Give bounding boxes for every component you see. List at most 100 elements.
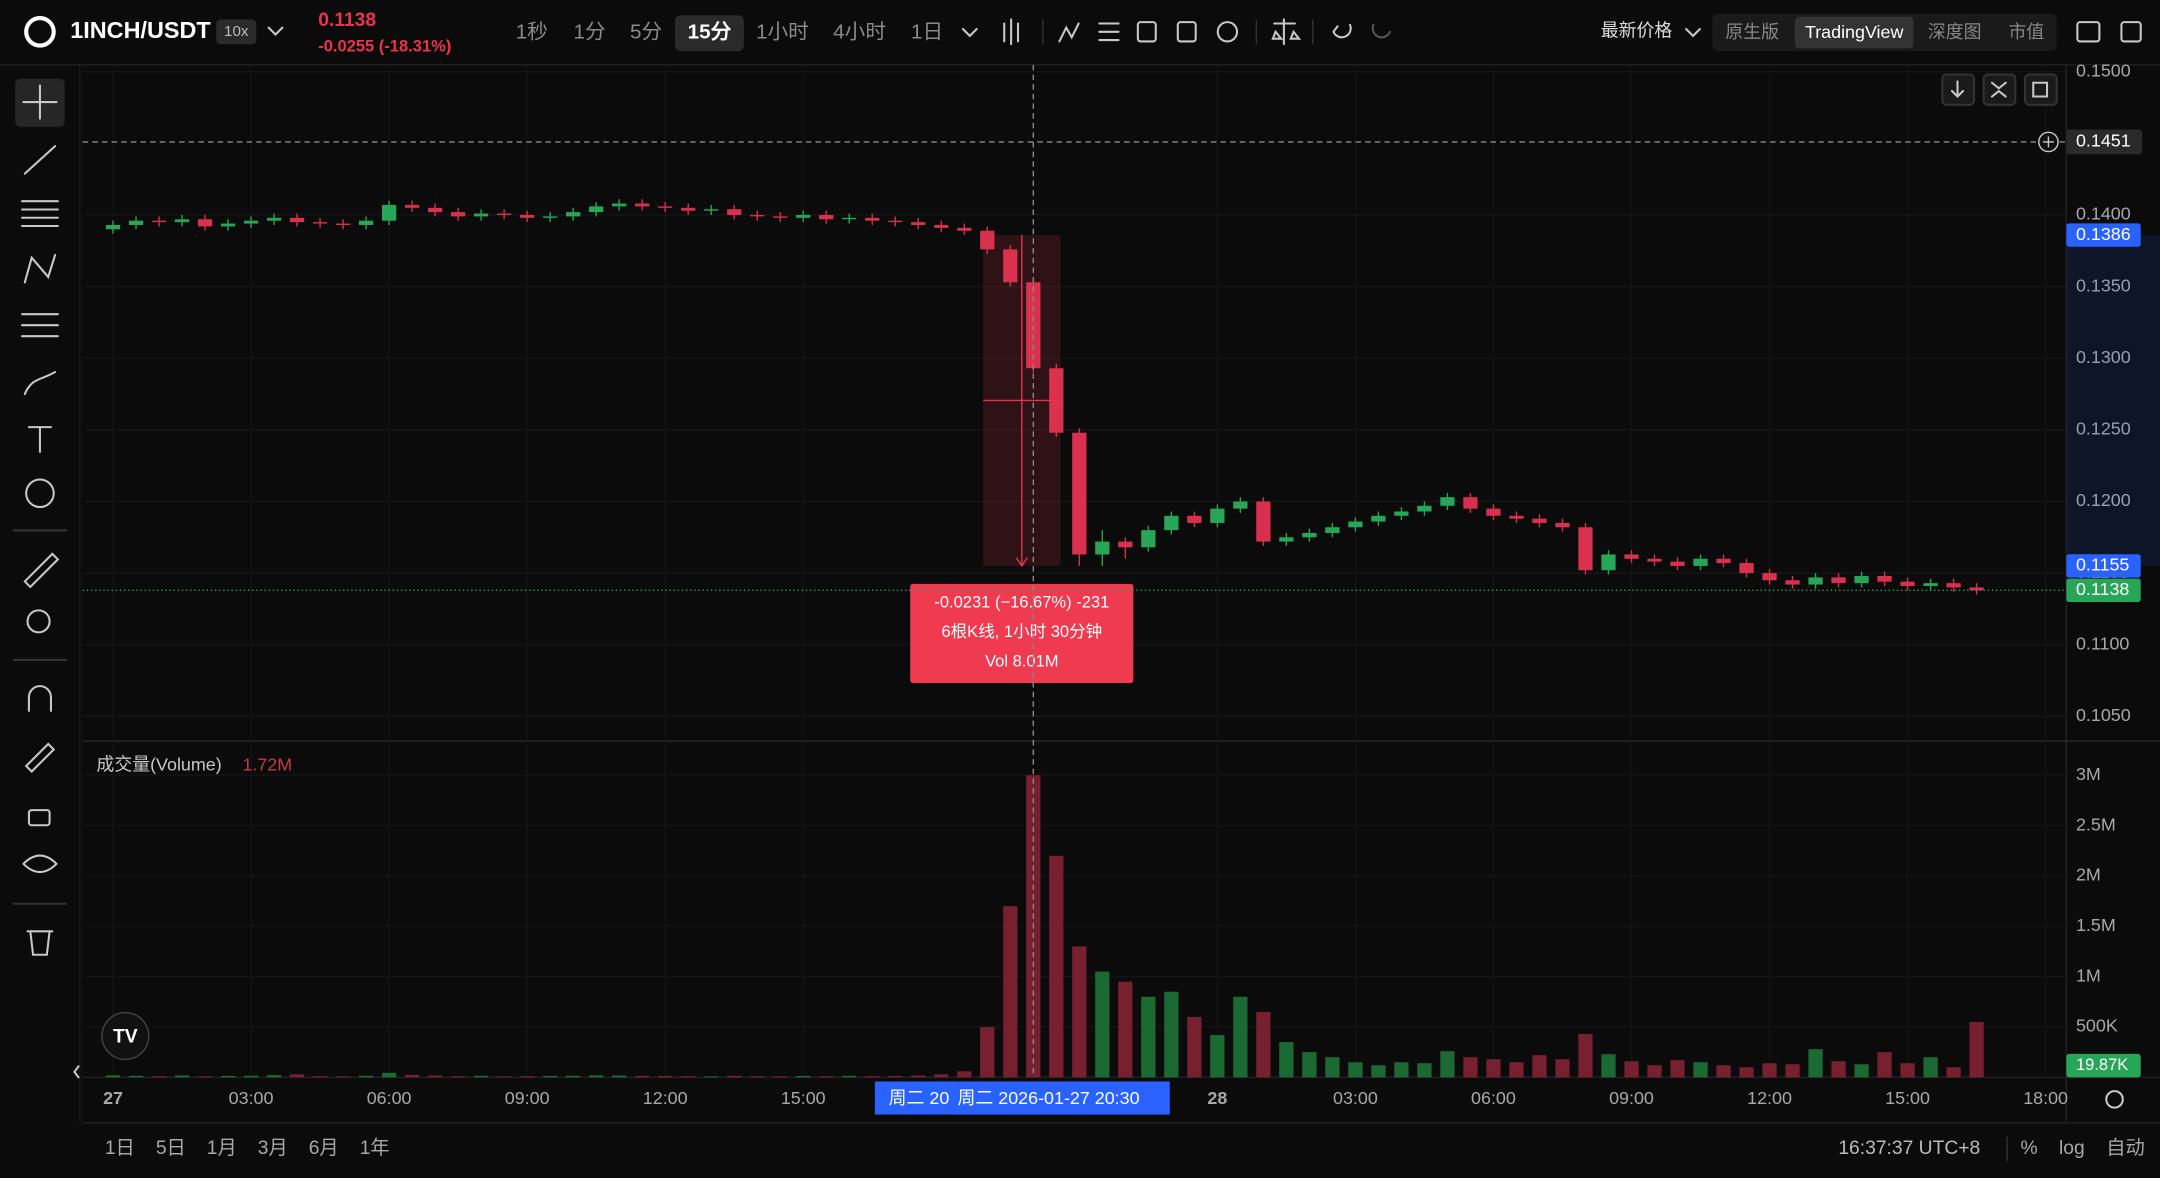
volume-bar [289,1074,305,1078]
crosshair-price: 0.1451 [2076,131,2131,151]
window-icon[interactable] [2076,21,2101,43]
candle-body [957,227,972,231]
emoji-tool[interactable] [25,478,55,509]
magnet-tool[interactable] [27,685,53,712]
interval[interactable]: 5分 [630,21,662,44]
lock-draw-tool[interactable] [24,742,56,773]
undo-icon[interactable] [1332,23,1352,39]
crosshair-tool[interactable] [22,84,58,120]
symbol-dropdown[interactable] [267,26,284,36]
candle-body [105,224,121,230]
interval[interactable]: 1分 [574,21,606,44]
symbol[interactable]: 1INCH/USDT [70,17,211,43]
y-tick-label: 0.1100 [2076,633,2129,653]
volume-bar [1785,1064,1800,1078]
candle-body [1854,575,1869,584]
volume-bar [1302,1052,1317,1078]
candle-body [1670,561,1685,566]
volume-bar [635,1075,650,1078]
axis-settings[interactable] [2105,1090,2124,1109]
volume-bar [474,1075,489,1078]
ruler-tool[interactable] [23,552,60,589]
indicator-icon[interactable] [1058,22,1080,43]
brush-tool[interactable] [23,371,57,396]
volume-bar [1601,1054,1616,1078]
candle-body [773,216,788,218]
pattern-tool[interactable] [23,253,57,284]
view-tab[interactable]: 市值 [2008,22,2044,42]
tradingview-logo[interactable] [101,1011,150,1061]
trendline-tool[interactable] [23,145,57,175]
candle-body [1923,583,1938,586]
interval[interactable]: 4小时 [833,21,886,44]
scale-option[interactable]: % [2021,1138,2038,1159]
pane-button[interactable] [1982,73,2017,106]
candle-body [404,204,420,208]
settings-icon[interactable] [1216,21,1239,43]
view-tab[interactable]: 原生版 [1725,22,1779,42]
x-tick-label: 12:00 [1747,1088,1792,1108]
volume-bar [704,1076,719,1078]
fib-tool[interactable] [21,200,59,228]
y-tick-label: 0.1200 [2076,490,2131,510]
candle-body [1003,249,1018,283]
view-tab[interactable]: 深度图 [1928,22,1982,42]
candle-body [1808,577,1823,585]
volume-bar [1693,1062,1708,1078]
candle-body [1463,497,1478,509]
price-source[interactable]: 最新价格 [1601,21,1673,41]
interval[interactable]: 15分 [688,21,732,44]
toolbar-icons [1003,18,1391,46]
interval[interactable]: 1日 [911,21,943,44]
volume-bar [105,1075,121,1078]
price-source-dropdown[interactable] [1685,27,1701,38]
compare-icon[interactable] [1271,18,1302,46]
layout-icon[interactable] [1098,22,1120,42]
text-tool[interactable] [27,426,53,453]
view-tab[interactable]: TradingView [1805,22,1904,42]
interval[interactable]: 1秒 [516,21,548,44]
redo-icon[interactable] [1371,23,1391,39]
scale-option[interactable]: log [2059,1138,2085,1159]
range-button[interactable]: 1年 [360,1137,390,1159]
volume-bar [450,1076,466,1078]
candle-body [1141,530,1156,548]
delete-tool[interactable] [26,930,54,956]
projection-tool[interactable] [21,313,59,338]
header-change: -0.0255 (-18.31%) [318,36,451,55]
pane-button[interactable] [2023,73,2058,106]
volume-bar [773,1076,788,1078]
leverage[interactable]: 10x [224,23,249,40]
candle-body [289,217,305,223]
volume-bar [1808,1049,1823,1078]
range-button[interactable]: 3月 [258,1138,288,1159]
range-button[interactable]: 1月 [207,1138,237,1159]
volume-bar [1003,906,1018,1078]
volume-bar [1118,981,1133,1078]
interval[interactable]: 1小时 [756,21,809,44]
chart-type-icon[interactable] [1003,18,1020,46]
alert-icon[interactable] [1176,21,1197,43]
volume-bar [1670,1060,1685,1078]
lock-tool[interactable] [27,809,51,827]
volume-bar [1141,996,1156,1078]
range-button[interactable]: 1日 [105,1138,135,1159]
candle-body [243,220,259,224]
candle-body [934,224,949,228]
candle-body [750,214,765,217]
range-button[interactable]: 6月 [309,1138,339,1159]
fullscreen-icon[interactable] [2120,21,2142,43]
range-button[interactable]: 5日 [156,1138,186,1159]
x-tick-label: 18:00 [2023,1088,2068,1108]
candle-body [1785,580,1800,585]
scale-option[interactable]: 自动 [2106,1137,2145,1159]
interval-dropdown[interactable] [961,27,978,38]
replay-icon[interactable] [1136,21,1157,43]
measure-text: -0.0231 (−16.67%) -231 [934,592,1109,611]
x-tick-label: 06:00 [1471,1088,1516,1108]
zoom-tool[interactable] [26,609,51,634]
scroll-left[interactable] [73,1065,80,1079]
candle-body [980,230,995,250]
visibility-tool[interactable] [22,854,58,874]
leverage-badge [216,19,257,45]
